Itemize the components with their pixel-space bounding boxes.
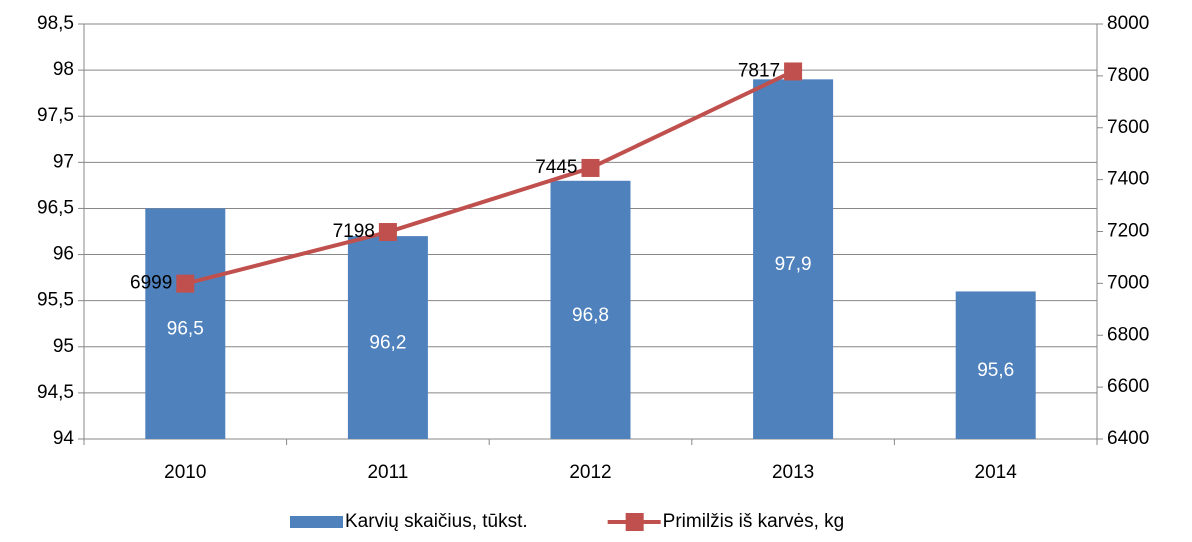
y2-tick-label: 6400	[1107, 428, 1149, 449]
bar-value-label: 95,6	[977, 360, 1014, 381]
y2-tick-label: 7000	[1107, 272, 1149, 293]
y-tick-label: 94,5	[37, 382, 74, 403]
y-tick-label: 98,5	[37, 13, 74, 34]
y2-tick-label: 6600	[1107, 376, 1149, 397]
y-tick-label: 97	[53, 151, 74, 172]
bar-value-label: 96,2	[369, 333, 406, 354]
line-value-label: 7445	[535, 157, 577, 178]
y-tick-label: 96	[53, 244, 74, 265]
x-tick-label: 2012	[569, 462, 611, 483]
bar	[145, 208, 226, 439]
line-value-label: 7198	[333, 221, 375, 242]
x-tick-label: 2014	[975, 462, 1018, 483]
bar-value-label: 97,9	[775, 254, 812, 275]
y2-tick-label: 6800	[1107, 324, 1149, 345]
y-tick-label: 95,5	[37, 290, 74, 311]
legend-label: Primilžis iš karvės, kg	[663, 511, 845, 532]
y2-tick-label: 7400	[1107, 169, 1149, 190]
legend-swatch	[625, 513, 644, 531]
line-value-label: 6999	[130, 273, 172, 294]
bar	[347, 236, 428, 439]
line	[184, 69, 794, 286]
bar-value-label: 96,8	[572, 305, 609, 326]
line-marker	[378, 223, 397, 242]
x-tick-label: 2011	[367, 462, 408, 483]
bar	[753, 79, 834, 439]
y-tick-label: 97,5	[37, 105, 74, 126]
y-tick-label: 98	[53, 59, 74, 80]
y-tick-label: 96,5	[37, 197, 74, 218]
y2-tick-label: 7600	[1107, 117, 1149, 138]
y2-tick-label: 7800	[1107, 65, 1149, 86]
y-tick-label: 94	[53, 428, 75, 449]
x-tick-label: 2013	[772, 462, 814, 483]
line-marker	[581, 158, 600, 177]
line-value-label: 7817	[738, 60, 780, 81]
bar-value-label: 96,5	[167, 319, 204, 340]
x-tick-label: 2010	[164, 462, 206, 483]
legend-swatch	[290, 516, 343, 528]
bar	[550, 180, 631, 439]
line-marker	[176, 274, 195, 293]
y-tick-label: 95	[53, 336, 74, 357]
legend-label: Karvių skaičius, tūkst.	[345, 511, 528, 532]
y2-tick-label: 8000	[1107, 13, 1149, 34]
line-marker	[784, 62, 803, 81]
y2-tick-label: 7200	[1107, 221, 1149, 242]
bar	[955, 291, 1036, 439]
